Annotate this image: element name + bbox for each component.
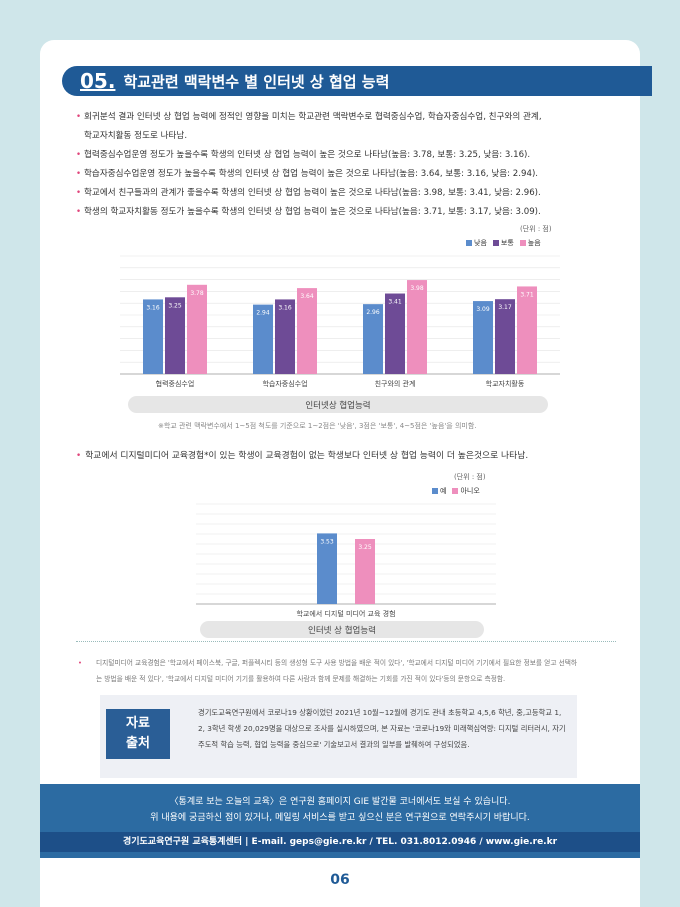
data-label: 3.16 (146, 304, 160, 311)
finding-item: 회귀분석 결과 인터넷 상 협업 능력에 정적인 영향을 미치는 학교관련 맥락… (76, 108, 621, 146)
footer-line: 〈통계로 보는 오늘의 교육〉은 연구원 홈페이지 GIE 발간물 코너에서도 … (169, 797, 511, 807)
section-title: 학교관련 맥락변수 별 인터넷 상 협업 능력 (123, 72, 390, 91)
data-label: 3.98 (410, 285, 424, 292)
legend-label: 낮음 (474, 239, 487, 247)
finding-text: 회귀분석 결과 인터넷 상 협업 능력에 정적인 영향을 미치는 학교관련 맥락… (84, 112, 542, 122)
legend-swatch (519, 240, 526, 246)
footnote: 디지털미디어 교육경험은 '학교에서 페이스북, 구글, 퍼플렉시티 등의 생성… (78, 655, 616, 687)
finding-item: 학교에서 친구들과의 관계가 좋을수록 학생의 인터넷 상 협업 능력이 높은 … (76, 184, 621, 203)
tick-label: 친구와의 관계 (375, 379, 416, 388)
bar (363, 304, 383, 374)
data-label: 3.64 (300, 293, 314, 300)
data-label: 3.25 (168, 302, 182, 309)
data-label: 3.71 (520, 291, 534, 298)
legend-swatch (466, 240, 472, 246)
finding-text: 협력중심수업운영 정도가 높을수록 학생의 인터넷 상 협업 능력이 높은 것으… (84, 150, 531, 160)
legend-item-low: 낮음 (466, 238, 487, 248)
legend-label: 예 (440, 487, 447, 495)
bar (385, 293, 405, 374)
bar (253, 304, 273, 374)
bar (317, 533, 337, 604)
footer-contact: 경기도교육연구원 교육통계센터 | E-mail. geps@gie.re.kr… (40, 832, 640, 852)
chart2-legend: 예 아니오 (432, 486, 480, 496)
legend-swatch (452, 488, 459, 494)
findings-list: 회귀분석 결과 인터넷 상 협업 능력에 정적인 영향을 미치는 학교관련 맥락… (76, 108, 621, 222)
chart1-legend: 낮음 보통 높음 (466, 238, 541, 248)
page-number: 06 (330, 872, 350, 888)
divider (76, 641, 616, 642)
bar (495, 299, 515, 374)
data-label: 3.53 (320, 538, 334, 545)
bar (143, 299, 163, 374)
data-label: 3.78 (190, 290, 204, 297)
tick-label: 학교자치활동 (486, 379, 525, 388)
bar (355, 539, 375, 604)
source-box: 자료 출처 경기도교육연구원에서 코로나19 상황이었던 2021년 10월~1… (100, 695, 577, 778)
legend-item-high: 높음 (519, 238, 541, 248)
footer: 〈통계로 보는 오늘의 교육〉은 연구원 홈페이지 GIE 발간물 코너에서도 … (40, 784, 640, 858)
chart2-unit: (단위 : 점) (454, 473, 486, 481)
legend-label: 보통 (500, 239, 514, 247)
page-corner-accent (0, 40, 16, 65)
finding-text: 학습자중심수업운영 정도가 높을수록 학생의 인터넷 상 협업 능력이 높은 것… (84, 169, 539, 179)
finding-item: 협력중심수업운영 정도가 높을수록 학생의 인터넷 상 협업 능력이 높은 것으… (76, 146, 621, 165)
chart1-svg: 3.16 3.25 3.78 협력중심수업 2.94 3.16 3.64 학습자중심수업 2.9… (120, 255, 560, 388)
footnote-line: 는 방법을 배운 적 있다', '학교에서 디지털 미디어 기기를 활용하여 다… (96, 675, 506, 683)
data-label: 3.09 (476, 306, 490, 313)
bar (297, 288, 317, 374)
tick-label: 협력중심수업 (156, 379, 195, 388)
source-label-line: 자료 (126, 716, 150, 731)
bar (187, 284, 207, 374)
section-number: 05. (80, 69, 116, 93)
data-label: 3.25 (358, 544, 372, 551)
source-label-line: 출처 (126, 736, 150, 751)
data-label: 3.17 (498, 304, 512, 311)
bar (407, 280, 427, 374)
section-title-bar: 05. 학교관련 맥락변수 별 인터넷 상 협업 능력 (62, 66, 652, 96)
data-label: 2.94 (256, 310, 270, 317)
chart1-axis-title: 인터넷상 협업능력 (128, 396, 548, 413)
chart2-axis-title: 인터넷 상 협업능력 (200, 621, 484, 638)
finding-text-cont: 학교자치활동 정도로 나타남. (84, 131, 188, 141)
tick-label: 학습자중심수업 (262, 379, 307, 388)
data-label: 3.41 (388, 299, 402, 306)
legend-label: 높음 (527, 239, 541, 247)
legend-item-yes: 예 (432, 486, 446, 496)
bar (517, 286, 537, 374)
data-label: 3.16 (278, 304, 292, 311)
legend-swatch (492, 240, 499, 246)
bar (275, 299, 295, 374)
chart1-unit: (단위 : 점) (520, 225, 552, 233)
finding-item: 학습자중심수업운영 정도가 높을수록 학생의 인터넷 상 협업 능력이 높은 것… (76, 165, 621, 184)
chart2-svg: 3.53 3.25 학교에서 디지털 미디어 교육 경험 (196, 503, 496, 618)
tick-label: 학교에서 디지털 미디어 교육 경험 (296, 609, 395, 618)
footer-line: 위 내용에 궁금하신 점이 있거나, 메일링 서비스를 받고 싶으신 분은 연구… (150, 813, 530, 823)
legend-item-no: 아니오 (452, 486, 480, 496)
footnote-line: 디지털미디어 교육경험은 '학교에서 페이스북, 구글, 퍼플렉시티 등의 생성… (96, 659, 578, 667)
data-label: 2.96 (366, 309, 380, 316)
legend-swatch (432, 488, 438, 494)
legend-item-mid: 보통 (492, 238, 514, 248)
bar (473, 301, 493, 374)
finding-text: 학생의 학교자치활동 정도가 높을수록 학생의 인터넷 상 협업 능력이 높은 … (84, 207, 541, 217)
chart1-note: ※학교 관련 맥락변수에서 1~5점 척도를 기준으로 1~2점은 '낮음', … (158, 422, 477, 430)
source-label: 자료 출처 (106, 709, 170, 759)
digital-finding: 학교에서 디지털미디어 교육경험*이 있는 학생이 교육경험이 없는 학생보다 … (76, 448, 528, 461)
bar (165, 297, 185, 374)
legend-label: 아니오 (460, 487, 480, 495)
finding-item: 학생의 학교자치활동 정도가 높을수록 학생의 인터넷 상 협업 능력이 높은 … (76, 203, 621, 222)
source-text: 경기도교육연구원에서 코로나19 상황이었던 2021년 10월~12월에 경기… (198, 708, 566, 749)
finding-text: 학교에서 친구들과의 관계가 좋을수록 학생의 인터넷 상 협업 능력이 높은 … (84, 188, 541, 198)
